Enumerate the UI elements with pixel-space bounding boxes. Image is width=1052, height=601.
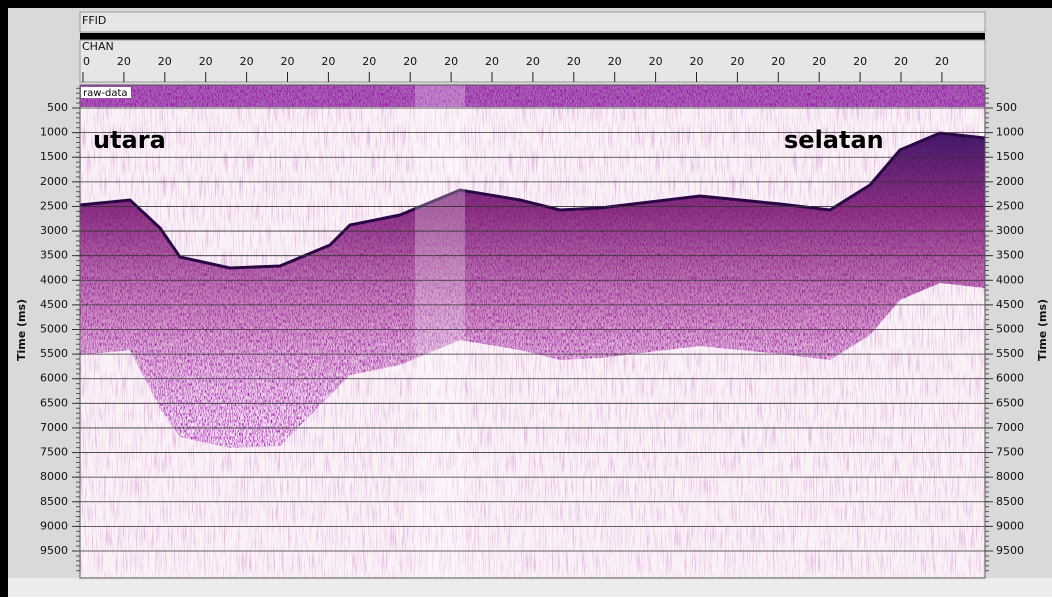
chan-tick-label: 20: [894, 55, 908, 68]
chan-tick-label: 20: [117, 55, 131, 68]
chan-tick-label: 20: [771, 55, 785, 68]
chan-tick-label: 20: [281, 55, 295, 68]
header-bar: [80, 33, 985, 40]
y-tick-label-right: 5500: [996, 347, 1024, 360]
y-tick-label: 6500: [40, 396, 68, 409]
annotation: utara: [93, 126, 166, 154]
y-tick-label-right: 5000: [996, 323, 1024, 336]
y-tick-label-right: 7500: [996, 446, 1024, 459]
ffid-label: FFID: [82, 14, 106, 27]
chan-tick-label: 20: [730, 55, 744, 68]
y-axis-title-right: Time (ms): [1036, 299, 1049, 361]
chan-tick-label: 20: [812, 55, 826, 68]
chan-tick-label: 20: [649, 55, 663, 68]
y-tick-label-right: 9500: [996, 544, 1024, 557]
y-tick-label: 5000: [40, 323, 68, 336]
y-axis-title: Time (ms): [15, 299, 28, 361]
chan-tick-label: 20: [240, 55, 254, 68]
chan-tick-label: 20: [608, 55, 622, 68]
y-tick-label: 7500: [40, 446, 68, 459]
chan-tick-label: 20: [526, 55, 540, 68]
y-tick-label: 1000: [40, 126, 68, 139]
y-tick-label: 7000: [40, 421, 68, 434]
y-tick-label: 9000: [40, 519, 68, 532]
y-tick-label-right: 2000: [996, 175, 1024, 188]
y-tick-label-right: 7000: [996, 421, 1024, 434]
y-tick-label-right: 9000: [996, 519, 1024, 532]
y-tick-label-right: 8000: [996, 470, 1024, 483]
chan-tick-label: 20: [853, 55, 867, 68]
y-tick-label: 2000: [40, 175, 68, 188]
chan-tick-label: 20: [403, 55, 417, 68]
status-bar: [8, 578, 1052, 597]
ffid-row: [80, 12, 985, 32]
chan-tick-label: 20: [444, 55, 458, 68]
y-tick-label: 4500: [40, 298, 68, 311]
y-tick-label: 8000: [40, 470, 68, 483]
y-tick-label: 8500: [40, 495, 68, 508]
y-tick-label: 3500: [40, 249, 68, 262]
annotation: selatan: [784, 126, 884, 154]
chan-tick-label: 20: [485, 55, 499, 68]
chan-tick-label: 0: [83, 55, 90, 68]
y-tick-label: 6000: [40, 372, 68, 385]
y-tick-label-right: 6500: [996, 396, 1024, 409]
y-tick-label-right: 3000: [996, 224, 1024, 237]
y-tick-label-right: 1000: [996, 126, 1024, 139]
y-tick-label-right: 3500: [996, 249, 1024, 262]
seismic-viewer: FFID CHAN raw-data utara selatan Time (m…: [0, 0, 1052, 597]
y-tick-label-right: 500: [996, 101, 1017, 114]
y-tick-label: 4000: [40, 273, 68, 286]
y-tick-label-right: 1500: [996, 150, 1024, 163]
y-tick-label: 500: [47, 101, 68, 114]
chan-label: CHAN: [82, 40, 114, 53]
y-tick-label-right: 4500: [996, 298, 1024, 311]
y-tick-label: 1500: [40, 150, 68, 163]
seismic-image: [80, 85, 985, 578]
panel-label: raw-data: [83, 88, 128, 99]
y-tick-label: 9500: [40, 544, 68, 557]
chan-tick-label: 20: [362, 55, 376, 68]
chan-tick-label: 20: [158, 55, 172, 68]
y-tick-label-right: 8500: [996, 495, 1024, 508]
chan-tick-label: 20: [567, 55, 581, 68]
y-tick-label-right: 2500: [996, 199, 1024, 212]
y-tick-label: 3000: [40, 224, 68, 237]
chan-tick-label: 20: [935, 55, 949, 68]
chan-tick-label: 20: [690, 55, 704, 68]
y-tick-label: 2500: [40, 199, 68, 212]
chan-tick-label: 20: [321, 55, 335, 68]
y-tick-label-right: 6000: [996, 372, 1024, 385]
chan-tick-label: 20: [199, 55, 213, 68]
y-tick-label-right: 4000: [996, 273, 1024, 286]
y-tick-label: 5500: [40, 347, 68, 360]
